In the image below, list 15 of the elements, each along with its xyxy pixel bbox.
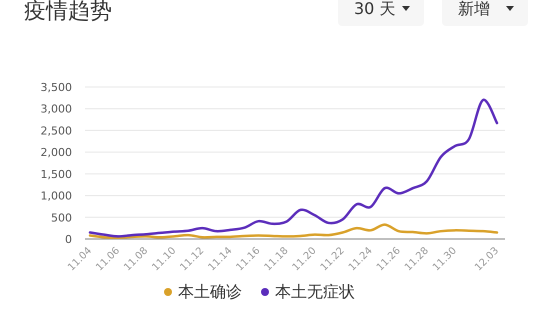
dropdown: 30 天 (338, 0, 424, 26)
line-series (88, 223, 498, 239)
legend-label: 本土无症状 (275, 282, 355, 301)
y-tick-label: 1,000 (40, 190, 72, 203)
dropdown: 新增 (442, 0, 528, 26)
y-tick-label: 2,500 (40, 124, 72, 138)
y-tick-label: 1,500 (40, 168, 72, 181)
chart-title: 疫情趋势 (24, 0, 112, 24)
y-tick-label: 2,000 (40, 146, 72, 160)
y-tick-label: 0 (65, 233, 72, 246)
line-series (88, 98, 498, 238)
y-tick-label: 500 (51, 211, 72, 224)
y-tick-label: 3,000 (40, 102, 72, 116)
y-tick-label: 3,500 (40, 81, 72, 94)
legend-label: 本土确诊 (178, 282, 242, 301)
